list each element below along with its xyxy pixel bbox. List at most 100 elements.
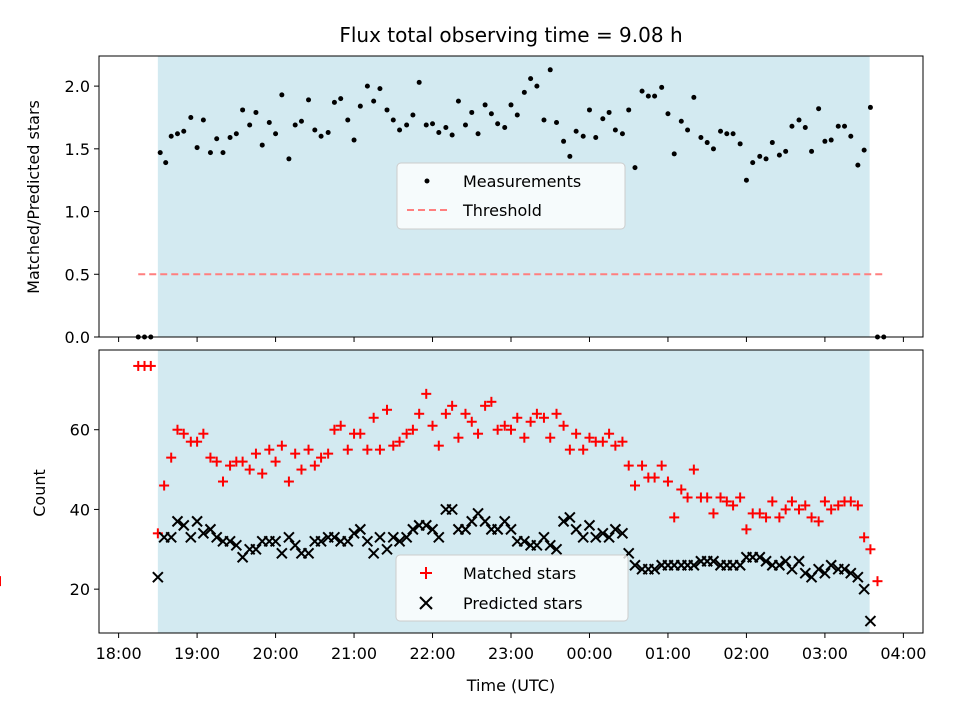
matched-star-point [656,460,667,471]
matched-star-point [604,428,615,439]
measurement-point [351,137,357,143]
predicted-star-point [393,535,406,548]
predicted-star-point [505,523,517,536]
predicted-star-point [374,531,386,544]
predicted-star-point [185,531,197,544]
predicted-star-point [544,539,556,552]
top-y-ticks: 0.0 0.5 1.0 1.5 2.0 [65,77,99,347]
measurement-point [233,131,239,137]
measurement-point [390,117,396,123]
matched-star-point [806,512,817,523]
measurement-point [737,141,743,147]
matched-star-point [571,428,582,439]
x-tick-label: 00:00 [566,644,612,663]
matched-star-point [250,448,261,459]
y-tick-label: 1.5 [65,140,90,159]
matched-star-point [525,416,536,427]
measurement-point [730,131,736,137]
measurement-point [397,127,403,133]
matched-star-point [296,464,307,475]
predicted-star-point [250,543,262,556]
measurement-point [534,83,540,89]
measurement-point [547,67,553,73]
chart-title: Flux total observing time = 9.08 h [339,23,682,47]
predicted-star-point [538,531,550,544]
measurement-point [809,148,815,154]
predicted-star-point [152,571,164,583]
measurement-point [259,142,265,148]
predicted-star-point [433,531,445,544]
predicted-star-point [283,531,295,544]
measurement-point [482,102,488,108]
measurement-point [377,86,383,92]
predicted-star-point [609,523,622,536]
matched-star-point [257,468,268,479]
matched-star-point [819,496,830,507]
top-legend-box [396,162,626,230]
matched-star-point [688,464,699,475]
matched-star-point [538,412,549,423]
matched-stars-legend-label: Matched stars [463,564,576,583]
matched-star-point [721,496,732,507]
predicted-star-point [197,527,210,540]
measurement-point [357,103,363,109]
measurement-point [181,128,187,134]
matched-star-point [342,444,353,455]
measurement-point [645,93,651,99]
predicted-star-point [361,535,374,548]
measurement-point [802,125,808,131]
matched-star-point [610,440,621,451]
measurement-point [214,136,220,142]
predicted-star-point [191,515,203,528]
matched-star-point [833,500,844,511]
matched-star-point [702,492,713,503]
measurement-point [168,133,174,139]
measurement-point [455,98,461,104]
predicted-star-point [354,523,367,536]
predicted-star-point [328,531,341,544]
y-tick-label: 40 [70,500,90,519]
y-tick-label: 60 [70,421,90,440]
measurement-point [724,131,730,137]
matched-star-point [198,428,209,439]
bottom-panel: 20 40 60 18:00 19:00 20:00 21:00 22:00 23:00 00:… [0,349,926,695]
matched-star-point [225,460,236,471]
x-tick-label: 20:00 [253,644,299,663]
measurement-point [325,130,331,136]
measurement-point [279,92,285,98]
measurement-point [626,107,632,113]
measurement-point [710,146,716,152]
predicted-star-point [838,563,851,575]
y-tick-label: 0.5 [65,265,90,284]
predicted-star-point [590,531,602,544]
predicted-stars-legend-marker [419,596,433,610]
measurement-point [502,125,508,131]
top-panel: 0.00.51.01.52.0 Matched/Predicted stars … [24,55,924,347]
matched-star-point [845,496,856,507]
measurement-point [188,114,194,120]
matched-star-point [767,496,778,507]
measurement-point [220,150,226,156]
measurement-point [364,83,370,89]
predicted-star-point [734,559,746,571]
matched-star-point [329,424,340,435]
measurement-point [508,102,514,108]
predicted-star-point [688,559,700,571]
matched-star-point [813,516,824,527]
measurement-point [796,117,802,123]
predicted-star-point [557,515,570,528]
matched-star-point [741,524,752,535]
x-tick-label: 01:00 [645,644,691,663]
predicted-star-point [754,551,766,563]
matched-star-point [335,420,346,431]
predicted-star-point [583,519,596,532]
measurement-point [384,107,390,113]
x-tick-label: 18:00 [96,644,142,663]
predicted-star-point [760,555,772,567]
predicted-star-point [459,523,472,536]
measurement-point [593,135,599,141]
predicted-star-point [348,527,360,540]
predicted-star-point [302,547,315,559]
predicted-star-point [269,535,282,548]
